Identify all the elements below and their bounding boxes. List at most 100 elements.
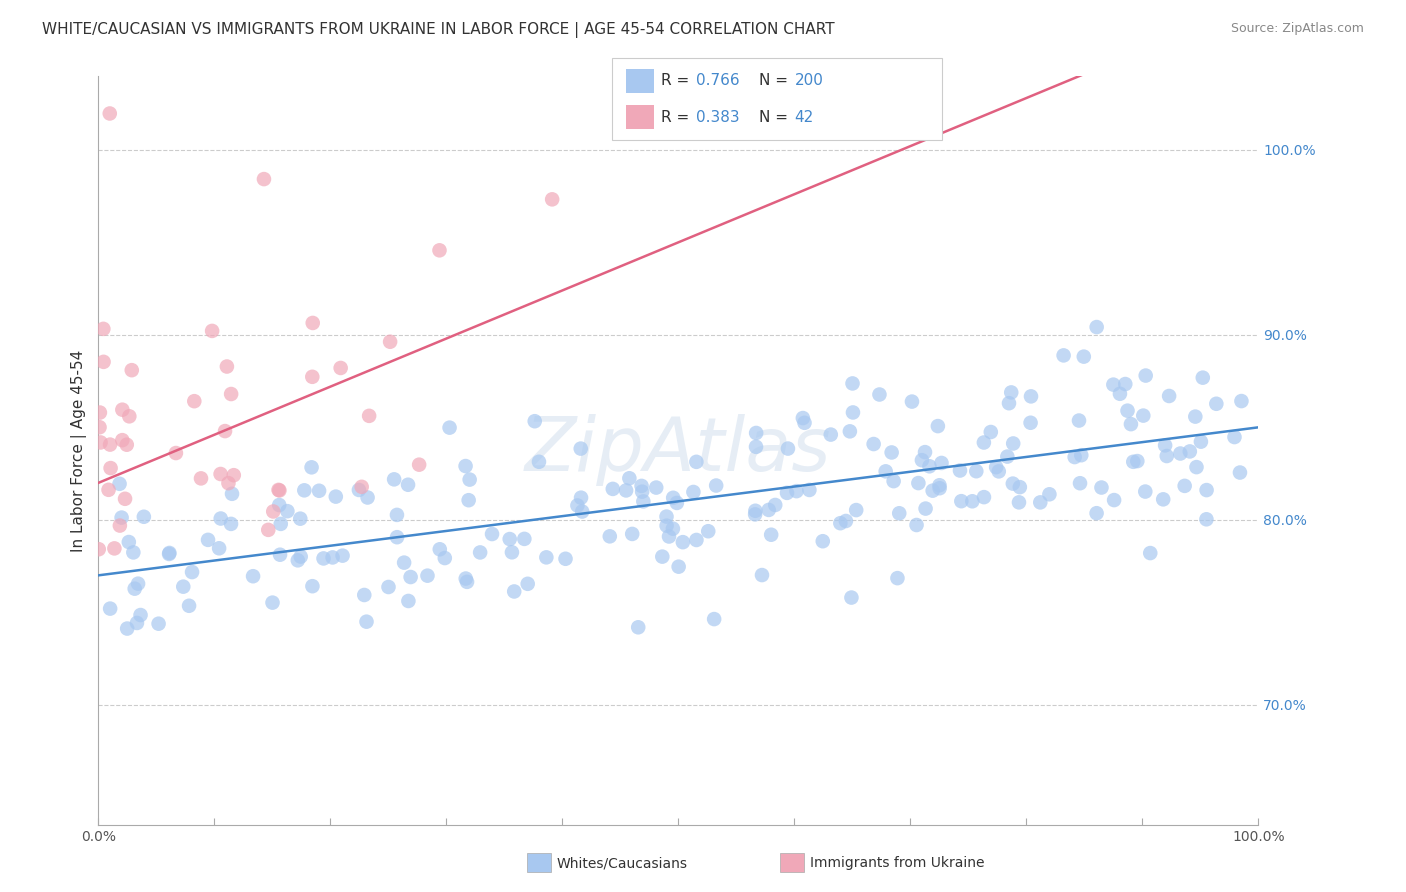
Point (513, 532, 536, 546)
Point (209, 467, 232, 481)
Point (1070, 448, 1092, 462)
Point (301, 460, 323, 475)
Point (416, 568, 439, 582)
Point (148, 616, 170, 631)
Point (214, 424, 236, 438)
Point (1152, 492, 1174, 507)
Point (1102, 493, 1125, 508)
Point (97, 483, 120, 497)
Point (111, 433, 134, 447)
Point (998, 396, 1021, 410)
Point (685, 533, 707, 547)
Text: 0.766: 0.766 (696, 73, 740, 88)
Point (290, 549, 312, 564)
Point (377, 580, 399, 594)
Point (820, 427, 842, 442)
Point (1205, 397, 1227, 411)
Point (1230, 394, 1253, 409)
Point (433, 551, 456, 566)
Point (704, 478, 727, 492)
Text: N =: N = (759, 110, 793, 125)
Point (1178, 444, 1201, 458)
Point (172, 580, 194, 594)
Point (928, 478, 950, 492)
Point (763, 498, 786, 512)
Point (1073, 350, 1095, 364)
Point (253, 172, 276, 186)
Point (111, 402, 134, 417)
Point (396, 594, 419, 608)
Point (811, 534, 834, 549)
Point (93, 322, 115, 336)
Point (914, 445, 936, 459)
Point (619, 471, 641, 485)
Point (114, 491, 136, 506)
Point (984, 460, 1007, 475)
Point (1019, 416, 1042, 430)
Point (356, 491, 378, 505)
Point (347, 483, 370, 497)
Point (221, 487, 243, 501)
Point (301, 579, 323, 593)
Point (301, 316, 323, 330)
Point (1063, 450, 1085, 464)
Point (322, 550, 344, 565)
Point (703, 612, 725, 626)
Point (468, 545, 491, 559)
Point (353, 588, 375, 602)
Point (1159, 389, 1181, 403)
Point (1184, 409, 1206, 424)
Point (949, 463, 972, 477)
Text: 200: 200 (794, 73, 824, 88)
Point (269, 498, 291, 512)
Point (862, 437, 884, 451)
Point (276, 504, 298, 518)
Point (499, 532, 522, 546)
Point (242, 569, 264, 583)
Point (312, 551, 335, 566)
Point (841, 591, 863, 605)
Point (329, 361, 352, 376)
Point (1135, 484, 1157, 499)
Point (157, 546, 180, 560)
Point (665, 496, 688, 510)
Point (965, 464, 987, 478)
Point (456, 574, 478, 589)
Point (454, 458, 477, 473)
Point (165, 446, 187, 460)
Point (115, 622, 138, 636)
Point (1067, 413, 1090, 427)
Text: ZipAtlas: ZipAtlas (526, 415, 831, 486)
Text: R =: R = (661, 110, 695, 125)
Point (931, 456, 953, 470)
Point (1002, 436, 1025, 450)
Point (1116, 403, 1139, 417)
Point (744, 508, 766, 522)
Point (911, 453, 934, 467)
Text: R =: R = (661, 73, 695, 88)
Point (571, 504, 593, 518)
Point (682, 485, 704, 500)
Point (633, 494, 655, 508)
Point (1038, 487, 1060, 501)
Point (356, 615, 378, 629)
Point (108, 518, 131, 533)
Point (385, 530, 408, 544)
Point (125, 615, 148, 630)
Point (382, 472, 405, 486)
Point (501, 545, 523, 559)
Point (842, 405, 865, 419)
Point (1102, 377, 1125, 392)
Point (927, 419, 949, 434)
Text: 42: 42 (794, 110, 814, 125)
Point (1135, 368, 1157, 383)
Point (835, 514, 858, 528)
Point (1195, 512, 1218, 526)
Point (132, 509, 155, 524)
Point (914, 501, 936, 516)
Point (197, 533, 219, 547)
Point (122, 545, 145, 559)
Point (838, 425, 860, 439)
Point (995, 450, 1018, 464)
Point (1008, 480, 1031, 494)
